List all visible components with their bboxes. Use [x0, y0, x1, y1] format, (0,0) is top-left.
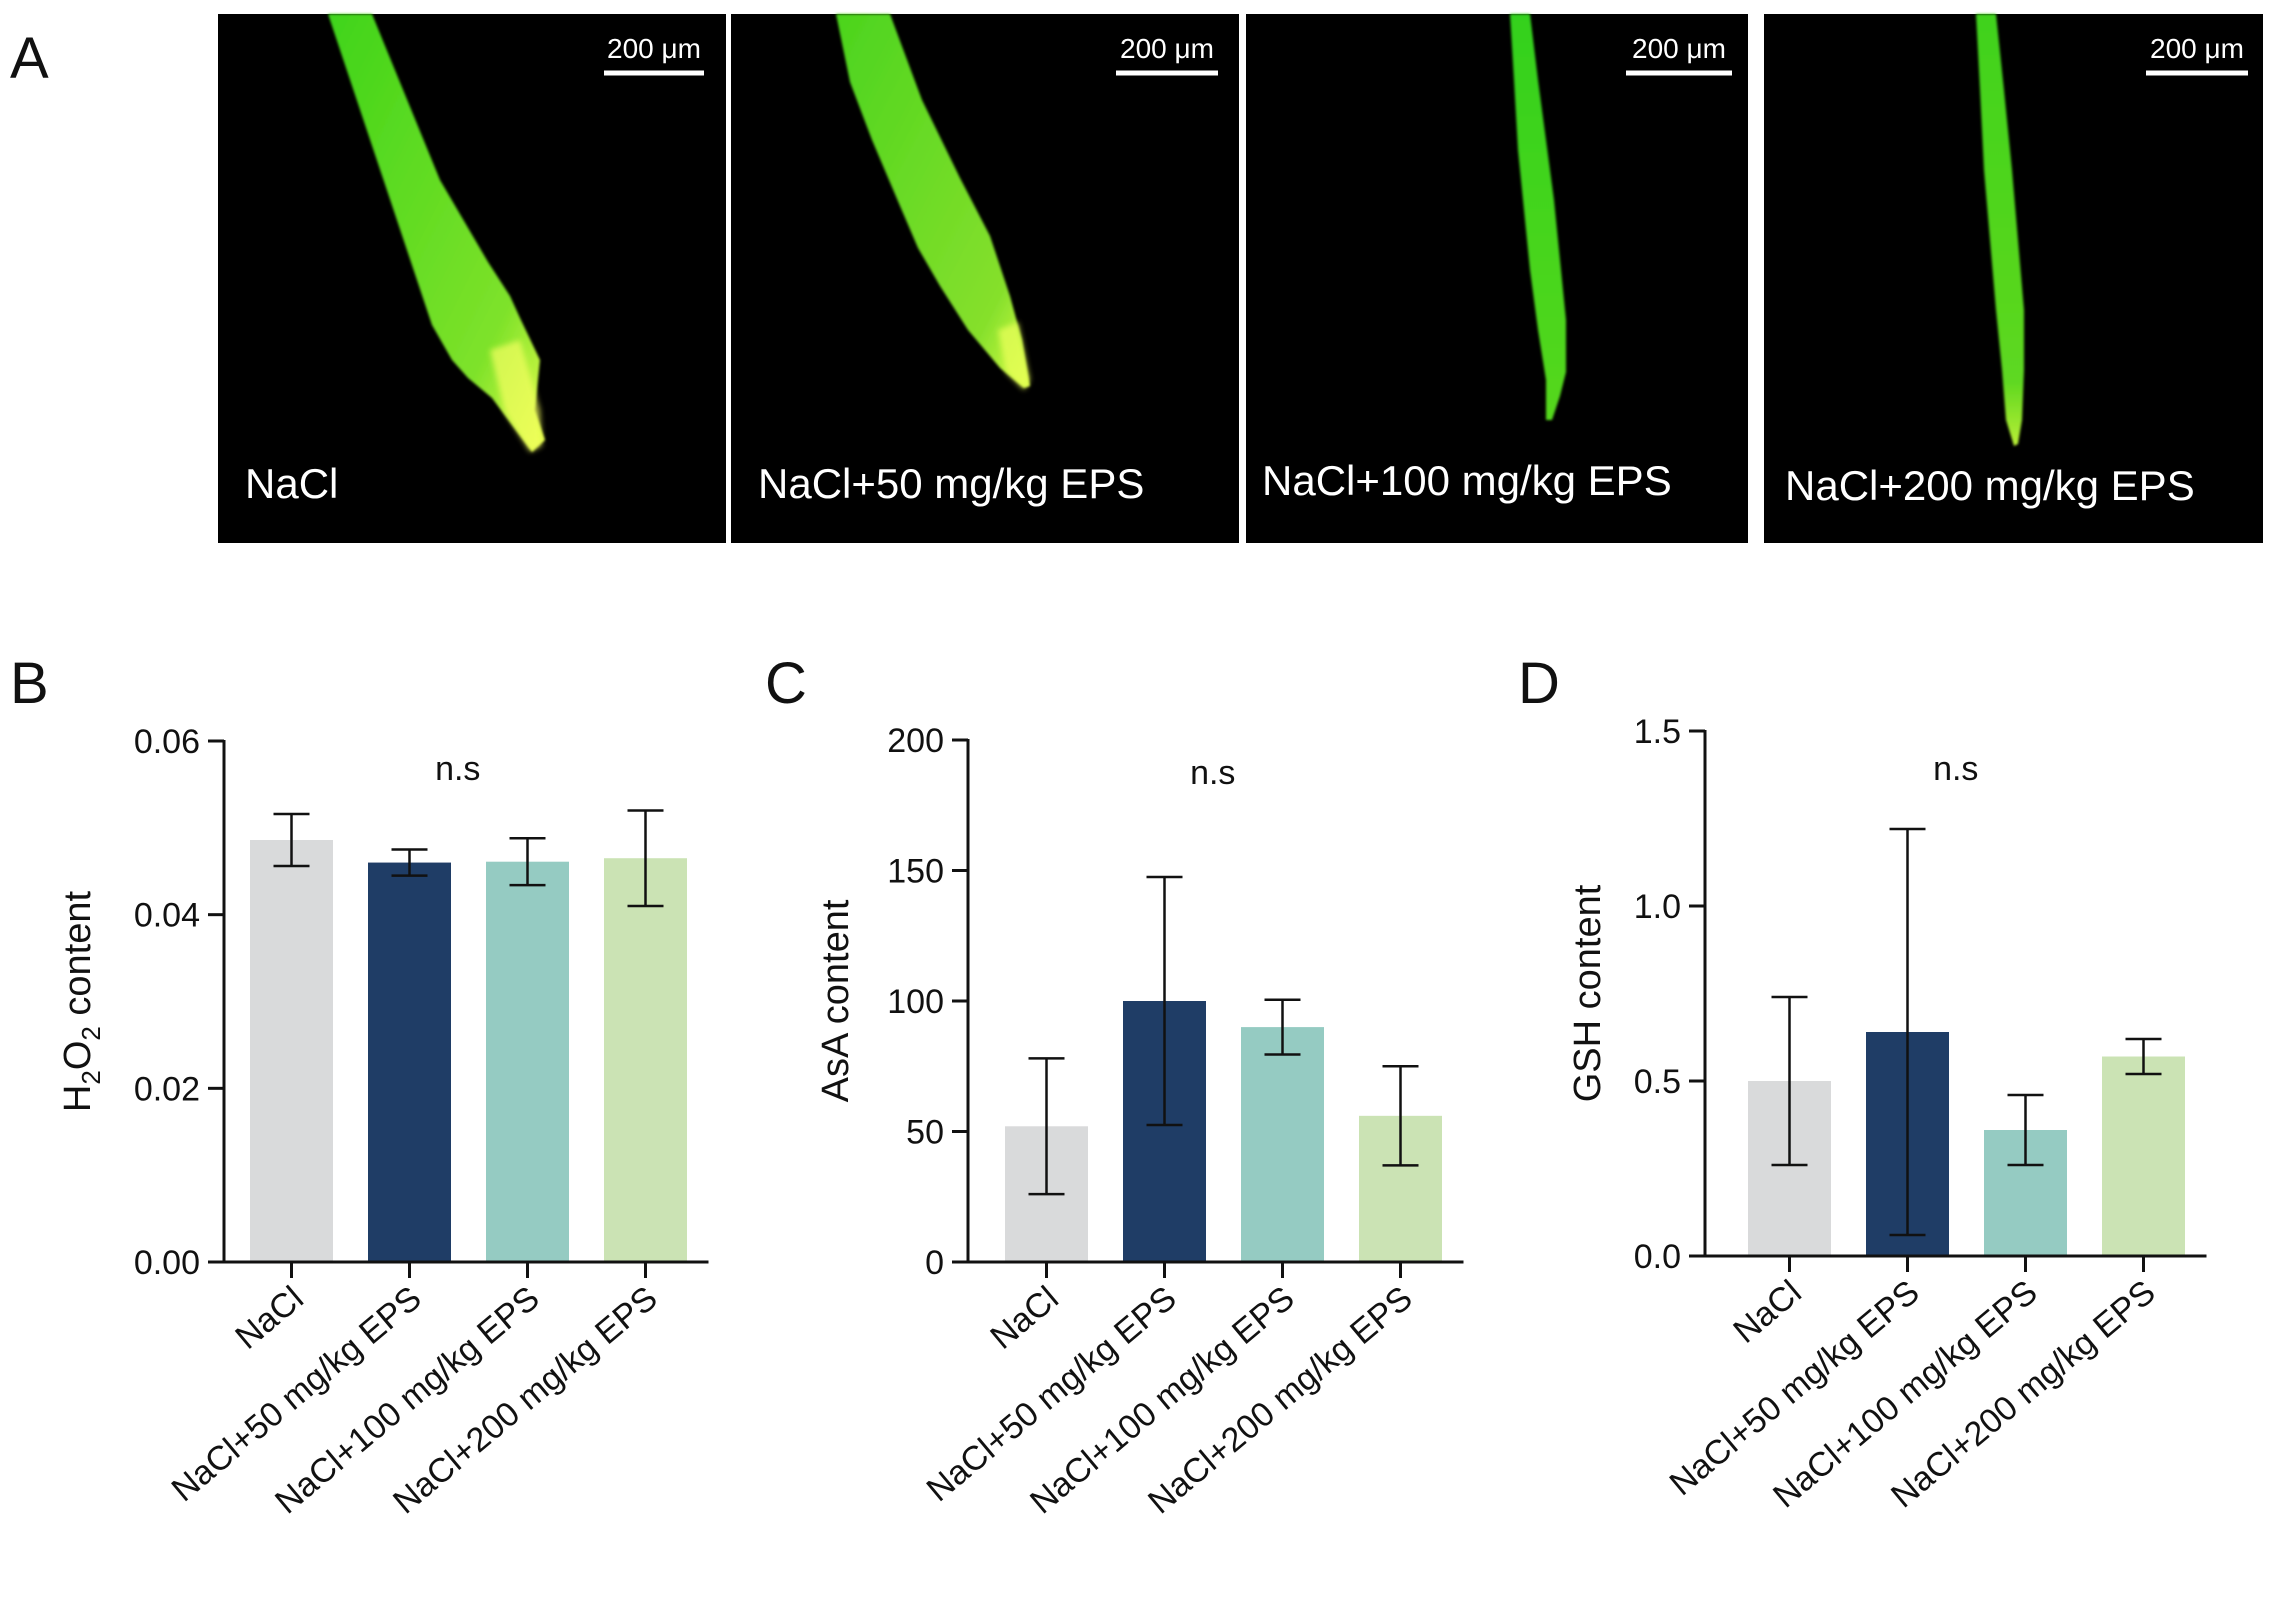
- root-fluorescence: [1510, 14, 1566, 420]
- panel-letter: C: [765, 651, 807, 716]
- y-tick-label: 50: [906, 1114, 944, 1152]
- x-tick-label: NaCl: [228, 1279, 310, 1357]
- y-tick-label: 0: [925, 1244, 944, 1282]
- y-axis-label: H2O2 content: [57, 890, 106, 1112]
- micrograph-nacl-50-eps: 200 μm NaCl+50 mg/kg EPS: [731, 14, 1239, 543]
- bar: [1241, 1027, 1324, 1262]
- micrograph-nacl: 200 μm NaCl: [218, 14, 726, 543]
- y-tick-label: 0.04: [134, 897, 200, 935]
- x-tick-label: NaCl: [983, 1279, 1065, 1357]
- micrograph-label: NaCl+100 mg/kg EPS: [1262, 457, 1672, 504]
- y-tick-label: 0.02: [134, 1070, 200, 1108]
- y-tick-label: 0.06: [134, 723, 200, 761]
- micrograph-label: NaCl+50 mg/kg EPS: [758, 460, 1144, 507]
- micrograph-nacl-100-eps: 200 μm NaCl+100 mg/kg EPS: [1246, 14, 1748, 543]
- root-tip-glow: [490, 340, 542, 452]
- scalebar-label: 200 μm: [607, 33, 701, 64]
- y-tick-label: 0.00: [134, 1244, 200, 1282]
- root-tip-glow: [998, 322, 1030, 390]
- scalebar-label: 200 μm: [1120, 33, 1214, 64]
- micrograph-background: [1246, 14, 1748, 543]
- panel-letter: B: [10, 651, 49, 716]
- y-tick-label: 1.0: [1634, 888, 1681, 926]
- y-tick-label: 0.5: [1634, 1063, 1681, 1101]
- scalebar-label: 200 μm: [1632, 33, 1726, 64]
- significance-label: n.s: [1933, 750, 1978, 788]
- y-tick-label: 200: [887, 722, 944, 760]
- x-tick-label: NaCl: [1726, 1273, 1808, 1351]
- bar: [486, 861, 569, 1262]
- micrograph-nacl-200-eps: 200 μm NaCl+200 mg/kg EPS: [1764, 14, 2263, 543]
- root-fluorescence: [1976, 14, 2024, 446]
- bar: [2102, 1056, 2185, 1256]
- y-tick-label: 1.5: [1634, 713, 1681, 751]
- bar: [368, 862, 451, 1262]
- y-tick-label: 0.0: [1634, 1238, 1681, 1276]
- panel-letter: D: [1518, 651, 1560, 716]
- y-tick-label: 150: [887, 853, 944, 891]
- bar: [604, 858, 687, 1262]
- significance-label: n.s: [435, 750, 480, 788]
- bar: [250, 839, 333, 1262]
- y-tick-label: 100: [887, 983, 944, 1021]
- root-fluorescence: [836, 14, 1030, 388]
- micrograph-label: NaCl: [245, 460, 338, 507]
- significance-label: n.s: [1190, 754, 1235, 792]
- y-axis-label: AsA content: [815, 899, 857, 1102]
- micrograph-label: NaCl+200 mg/kg EPS: [1785, 462, 2195, 509]
- panel-a-letter: A: [10, 26, 49, 91]
- y-axis-label: GSH content: [1567, 884, 1609, 1102]
- root-fluorescence: [328, 14, 545, 452]
- scalebar-label: 200 μm: [2150, 33, 2244, 64]
